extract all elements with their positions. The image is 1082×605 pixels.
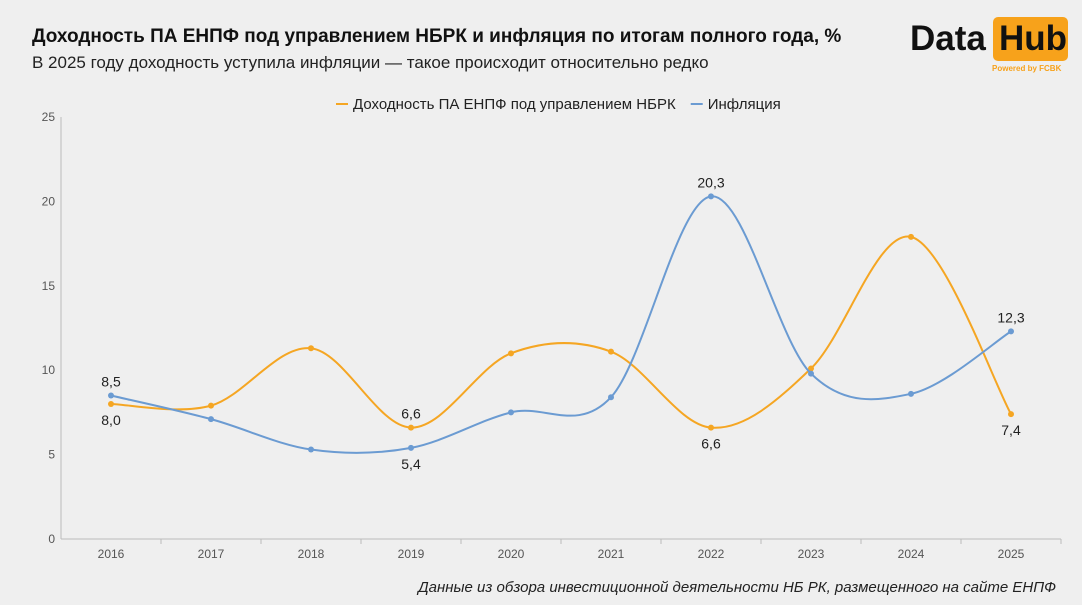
y-tick-label: 15 xyxy=(42,279,56,293)
data-point xyxy=(408,424,414,431)
data-point xyxy=(108,392,114,399)
x-tick-label: 2021 xyxy=(598,547,625,561)
legend-label-0: Доходность ПА ЕНПФ под управлением НБРК xyxy=(353,96,676,113)
data-label: 20,3 xyxy=(697,174,724,190)
data-label: 12,3 xyxy=(997,309,1024,325)
x-tick-label: 2019 xyxy=(398,547,425,561)
data-point xyxy=(708,424,714,431)
data-point xyxy=(608,394,614,401)
data-point xyxy=(808,365,814,372)
data-label: 7,4 xyxy=(1001,422,1021,438)
legend-label-1: Инфляция xyxy=(708,96,781,113)
logo-data-text: Data xyxy=(910,19,986,58)
chart-subtitle: В 2025 году доходность уступила инфляции… xyxy=(32,53,709,72)
series-line-0 xyxy=(110,235,1012,429)
data-label: 8,5 xyxy=(101,374,121,390)
series-line-1 xyxy=(110,195,1012,454)
chart-title: Доходность ПА ЕНПФ под управлением НБРК … xyxy=(32,26,842,47)
x-tick-label: 2018 xyxy=(298,547,325,561)
data-label: 6,6 xyxy=(401,406,421,422)
data-point xyxy=(908,390,914,397)
data-point xyxy=(1008,328,1014,335)
y-tick-label: 10 xyxy=(42,363,56,377)
data-point xyxy=(508,350,514,357)
x-tick-label: 2020 xyxy=(498,547,525,561)
x-tick-label: 2016 xyxy=(98,547,125,561)
data-label: 5,4 xyxy=(401,456,421,472)
data-point xyxy=(208,402,214,409)
y-tick-label: 25 xyxy=(42,110,56,124)
data-label: 6,6 xyxy=(701,436,721,452)
y-tick-label: 20 xyxy=(42,194,56,208)
data-point xyxy=(508,409,514,416)
y-tick-label: 0 xyxy=(48,532,55,546)
logo-hub-box: Hub xyxy=(993,17,1068,61)
data-point xyxy=(208,416,214,423)
data-point xyxy=(808,370,814,377)
x-tick-label: 2017 xyxy=(198,547,225,561)
x-tick-label: 2024 xyxy=(898,547,925,561)
data-point xyxy=(608,348,614,355)
logo-tagline: Powered by FCBK xyxy=(992,64,1062,73)
data-point xyxy=(708,193,714,200)
data-label: 8,0 xyxy=(101,412,121,428)
source-note: Данные из обзора инвестиционной деятельн… xyxy=(418,579,1056,596)
data-point xyxy=(1008,411,1014,418)
datahub-logo: Data Hub Powered by FCBK xyxy=(910,17,1070,77)
data-point xyxy=(408,444,414,451)
data-point xyxy=(308,345,314,352)
y-tick-label: 5 xyxy=(48,448,55,462)
data-point xyxy=(908,233,914,240)
x-tick-label: 2023 xyxy=(798,547,825,561)
data-point xyxy=(308,446,314,453)
x-tick-label: 2022 xyxy=(698,547,725,561)
x-tick-label: 2025 xyxy=(998,547,1025,561)
data-point xyxy=(108,400,114,407)
logo-hub-text: Hub xyxy=(999,19,1068,58)
